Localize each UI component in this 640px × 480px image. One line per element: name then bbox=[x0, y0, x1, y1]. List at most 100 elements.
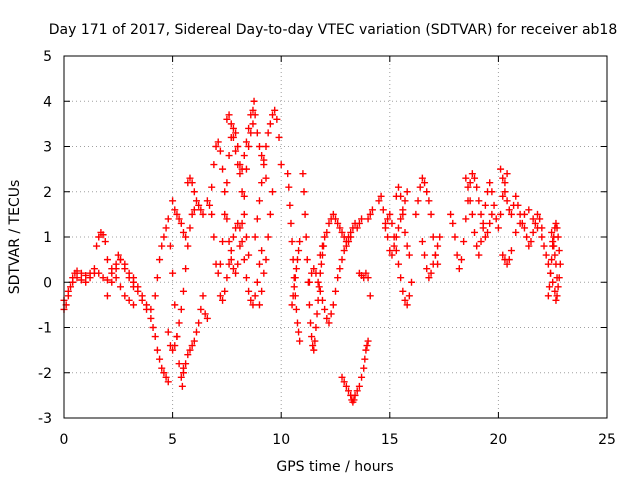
data-point-plus bbox=[293, 256, 301, 264]
data-point-plus bbox=[199, 210, 207, 218]
data-point-plus bbox=[156, 355, 164, 363]
data-point-plus bbox=[292, 305, 300, 313]
data-point-plus bbox=[533, 224, 541, 232]
data-point-plus bbox=[236, 242, 244, 250]
data-point-plus bbox=[388, 219, 396, 227]
data-point-plus bbox=[130, 274, 138, 282]
data-point-plus bbox=[375, 197, 383, 205]
data-point-plus bbox=[512, 192, 520, 200]
data-point-plus bbox=[175, 215, 183, 223]
data-point-plus bbox=[271, 106, 279, 114]
data-point-plus bbox=[332, 287, 339, 295]
data-point-plus bbox=[486, 179, 494, 187]
data-point-plus bbox=[542, 251, 550, 259]
data-point-plus bbox=[403, 188, 411, 196]
data-point-plus bbox=[475, 197, 483, 205]
data-point-plus bbox=[99, 231, 107, 239]
data-point-plus bbox=[549, 238, 557, 246]
data-point-plus bbox=[516, 219, 524, 227]
data-point-plus bbox=[321, 305, 329, 313]
data-point-plus bbox=[240, 210, 248, 218]
data-point-plus bbox=[505, 206, 513, 214]
data-point-plus bbox=[219, 165, 227, 173]
x-tick-label: 0 bbox=[60, 432, 69, 448]
data-point-plus bbox=[325, 319, 333, 327]
data-point-plus bbox=[210, 161, 218, 169]
data-point-plus bbox=[421, 251, 429, 259]
data-point-plus bbox=[251, 233, 259, 241]
data-point-plus bbox=[192, 197, 200, 205]
data-point-plus bbox=[258, 152, 266, 160]
data-point-plus bbox=[260, 269, 268, 277]
data-point-plus bbox=[490, 201, 498, 209]
data-point-plus bbox=[302, 233, 310, 241]
data-point-plus bbox=[390, 233, 398, 241]
data-point-plus bbox=[329, 301, 337, 309]
data-point-plus bbox=[471, 228, 479, 236]
data-point-plus bbox=[360, 364, 368, 372]
data-point-plus bbox=[325, 219, 333, 227]
data-point-plus bbox=[394, 260, 402, 268]
x-axis-label: GPS time / hours bbox=[276, 459, 393, 475]
data-point-plus bbox=[427, 210, 435, 218]
data-point-plus bbox=[269, 188, 277, 196]
data-point-plus bbox=[386, 247, 394, 255]
data-point-plus bbox=[364, 337, 372, 345]
data-point-plus bbox=[548, 228, 556, 236]
y-tick-label: -2 bbox=[38, 366, 52, 382]
data-point-plus bbox=[336, 265, 344, 273]
data-point-plus bbox=[405, 251, 413, 259]
data-point-plus bbox=[363, 342, 371, 350]
series-arc10 bbox=[216, 219, 266, 309]
series-arc3 bbox=[103, 251, 172, 386]
data-point-plus bbox=[67, 283, 75, 291]
data-point-plus bbox=[269, 111, 277, 119]
data-point-plus bbox=[358, 215, 366, 223]
data-point-plus bbox=[397, 192, 405, 200]
data-point-plus bbox=[329, 210, 337, 218]
data-point-plus bbox=[93, 242, 101, 250]
data-point-plus bbox=[405, 292, 413, 300]
data-point-plus bbox=[350, 396, 358, 404]
data-point-plus bbox=[394, 224, 402, 232]
data-point-plus bbox=[249, 120, 257, 128]
data-point-plus bbox=[255, 260, 263, 268]
data-point-plus bbox=[288, 301, 296, 309]
series-arc22 bbox=[497, 165, 546, 250]
series-arc5 bbox=[164, 197, 198, 354]
data-point-plus bbox=[232, 269, 240, 277]
data-point-plus bbox=[311, 337, 319, 345]
data-point-plus bbox=[296, 337, 304, 345]
data-point-plus bbox=[416, 183, 424, 191]
data-point-plus bbox=[64, 287, 72, 295]
data-point-plus bbox=[195, 201, 203, 209]
data-point-plus bbox=[103, 256, 111, 264]
data-points bbox=[60, 97, 564, 406]
data-point-plus bbox=[188, 210, 196, 218]
data-point-plus bbox=[318, 242, 326, 250]
data-point-plus bbox=[447, 210, 455, 218]
data-point-plus bbox=[101, 238, 109, 246]
data-point-plus bbox=[310, 265, 318, 273]
data-point-plus bbox=[550, 242, 558, 250]
data-point-plus bbox=[251, 292, 259, 300]
data-point-plus bbox=[340, 378, 348, 386]
data-point-plus bbox=[164, 328, 172, 336]
data-point-plus bbox=[538, 233, 546, 241]
data-point-plus bbox=[227, 256, 235, 264]
data-point-plus bbox=[210, 233, 218, 241]
y-tick-label: 2 bbox=[43, 185, 52, 201]
data-point-plus bbox=[169, 269, 177, 277]
data-point-plus bbox=[250, 97, 258, 105]
data-point-plus bbox=[229, 233, 237, 241]
data-point-plus bbox=[401, 296, 409, 304]
chart-title: Day 171 of 2017, Sidereal Day-to-day VTE… bbox=[49, 22, 618, 38]
data-point-plus bbox=[177, 373, 185, 381]
data-point-plus bbox=[77, 269, 85, 277]
data-point-plus bbox=[171, 342, 179, 350]
data-point-plus bbox=[295, 328, 303, 336]
data-point-plus bbox=[177, 219, 185, 227]
data-point-plus bbox=[384, 233, 392, 241]
data-point-plus bbox=[342, 238, 350, 246]
data-point-plus bbox=[255, 143, 263, 150]
